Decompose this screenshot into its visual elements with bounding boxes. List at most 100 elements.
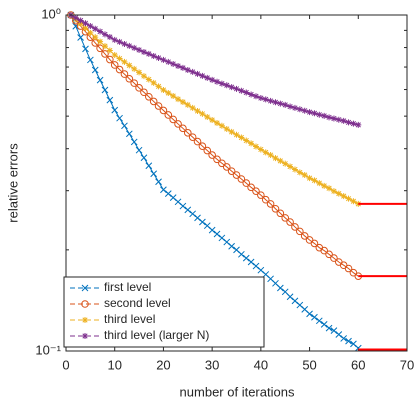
marker	[203, 146, 212, 155]
marker	[243, 137, 250, 144]
marker	[330, 254, 338, 262]
marker	[164, 190, 172, 197]
marker	[199, 72, 206, 79]
marker	[247, 183, 255, 192]
marker	[204, 114, 211, 121]
marker	[110, 61, 119, 69]
marker	[281, 214, 290, 222]
marker	[92, 34, 99, 41]
marker	[209, 76, 216, 83]
marker	[160, 56, 167, 63]
legend: first level second level third level third …	[63, 276, 265, 348]
marker	[169, 115, 177, 124]
marker	[228, 84, 235, 91]
marker	[81, 284, 89, 292]
marker	[257, 191, 265, 199]
marker	[286, 293, 294, 301]
x-tick-label: 10	[107, 357, 121, 372]
marker	[116, 38, 123, 45]
marker	[155, 83, 162, 90]
marker	[321, 182, 328, 189]
marker	[121, 58, 128, 65]
marker	[325, 250, 333, 259]
marker	[115, 65, 124, 74]
marker	[320, 246, 328, 255]
marker	[321, 112, 328, 119]
marker	[252, 187, 260, 195]
marker	[96, 76, 104, 84]
marker	[287, 103, 294, 110]
marker	[184, 66, 191, 73]
marker	[149, 97, 158, 106]
plot-frame	[65, 14, 408, 352]
marker	[218, 122, 225, 129]
x-tick-label: 0	[62, 357, 69, 372]
marker	[300, 232, 309, 240]
marker	[101, 86, 109, 94]
marker	[218, 80, 225, 87]
marker	[194, 107, 201, 114]
marker	[135, 146, 143, 154]
marker	[344, 264, 353, 273]
marker	[282, 101, 289, 108]
marker	[188, 133, 197, 141]
marker	[160, 87, 167, 94]
marker	[214, 78, 221, 85]
marker	[345, 337, 352, 345]
marker	[77, 20, 84, 27]
marker	[131, 44, 138, 51]
marker	[350, 120, 357, 127]
marker	[311, 313, 318, 321]
marker	[111, 52, 118, 59]
marker	[179, 98, 186, 105]
marker	[233, 131, 240, 138]
marker	[150, 79, 157, 86]
marker	[131, 65, 138, 72]
marker	[77, 17, 84, 24]
marker	[82, 25, 89, 32]
marker	[82, 45, 89, 53]
legend-label: third level (larger N)	[104, 328, 209, 342]
marker	[335, 116, 342, 123]
marker	[227, 167, 236, 175]
marker	[194, 70, 201, 77]
marker	[136, 69, 143, 76]
marker	[125, 130, 133, 138]
marker	[183, 129, 192, 137]
marker	[145, 50, 152, 57]
marker	[306, 175, 313, 182]
marker	[170, 93, 177, 100]
marker	[165, 89, 172, 96]
marker	[155, 178, 162, 186]
marker	[154, 102, 163, 110]
marker	[106, 34, 113, 41]
marker	[184, 101, 191, 108]
marker	[140, 73, 147, 80]
marker	[189, 68, 196, 75]
marker	[213, 155, 221, 164]
marker	[116, 114, 123, 122]
marker	[82, 317, 88, 323]
marker	[179, 64, 186, 71]
marker	[193, 137, 202, 146]
marker	[355, 121, 362, 128]
marker	[145, 92, 153, 101]
marker	[214, 120, 221, 127]
marker	[326, 185, 333, 192]
x-tick-label: 50	[302, 357, 316, 372]
marker	[126, 62, 133, 69]
marker	[282, 160, 289, 167]
marker	[335, 190, 342, 197]
marker	[106, 96, 114, 104]
marker	[164, 111, 173, 119]
marker	[97, 38, 104, 45]
legend-label: second level	[104, 296, 171, 310]
marker	[91, 66, 99, 74]
marker	[184, 206, 192, 214]
marker	[340, 117, 347, 124]
marker	[121, 122, 128, 130]
marker	[326, 114, 333, 121]
marker	[238, 250, 245, 258]
marker	[350, 198, 357, 205]
marker	[316, 180, 323, 187]
